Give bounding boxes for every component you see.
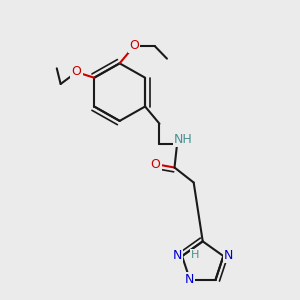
Text: O: O — [151, 158, 160, 171]
Text: N: N — [172, 249, 182, 262]
Text: O: O — [129, 39, 139, 52]
Text: O: O — [72, 65, 82, 78]
Text: NH: NH — [174, 133, 193, 146]
Text: H: H — [191, 250, 199, 260]
Text: N: N — [184, 273, 194, 286]
Text: N: N — [224, 249, 233, 262]
